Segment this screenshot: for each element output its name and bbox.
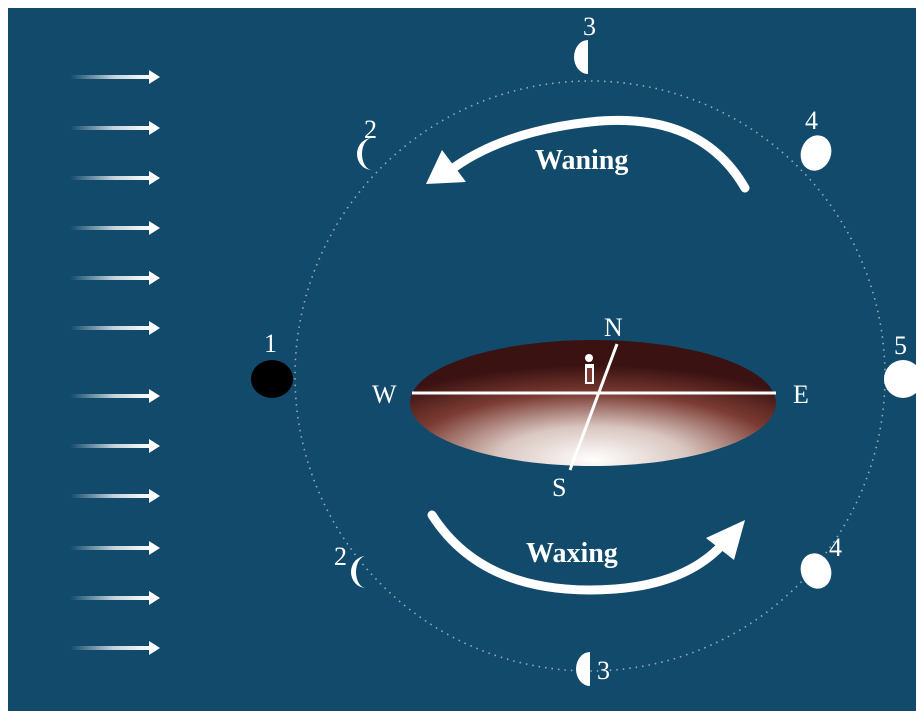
phase-3-bottom-label: 3: [597, 656, 610, 685]
observer-person-icon: [585, 354, 594, 384]
sunlight-arrow-icon: [70, 641, 160, 655]
phase-1-label: 1: [264, 329, 277, 358]
moon-phase-4-bottom-gibbous: [800, 553, 832, 589]
north-label: N: [604, 313, 623, 342]
sunlight-arrow-icon: [70, 221, 160, 235]
phase-4-top-label: 4: [805, 106, 818, 135]
sunlight-arrow-icon: [70, 489, 160, 503]
phase-5-label: 5: [894, 331, 907, 360]
sunlight-arrow-icon: [70, 171, 160, 185]
waning-arrow: [426, 115, 750, 193]
moon-phase-5-full: [884, 360, 916, 398]
sunlight-arrow-icon: [70, 121, 160, 135]
phase-2-top-label: 2: [364, 115, 377, 144]
waxing-arrow: [427, 510, 745, 595]
moon-phase-2-top-crescent: [357, 138, 372, 170]
moon-phase-4-top-gibbous: [800, 135, 832, 171]
phase-4-bottom-label: 4: [829, 533, 842, 562]
sunlight-arrow-icon: [70, 321, 160, 335]
sunlight-arrow-icon: [70, 591, 160, 605]
west-label: W: [372, 380, 397, 409]
north-south-line: [568, 343, 619, 471]
south-label: S: [552, 473, 566, 502]
waning-label: Waning: [535, 145, 628, 176]
moon-phase-3-bottom-quarter: [576, 652, 590, 686]
phase-3-top-label: 3: [583, 12, 596, 41]
sunlight-arrow-icon: [70, 541, 160, 555]
sunlight-arrow-icon: [70, 271, 160, 285]
sunlight-arrow-icon: [70, 70, 160, 84]
east-label: E: [793, 380, 809, 409]
moon-phase-1-new: [251, 360, 293, 398]
moon-phase-3-top-quarter: [574, 40, 588, 74]
sunlight-arrow-icon: [70, 439, 160, 453]
phase-2-bottom-label: 2: [334, 542, 347, 571]
earth-horizon: [410, 340, 776, 471]
waxing-label: Waxing: [526, 538, 618, 569]
sunlight-rays: [70, 70, 160, 655]
sunlight-arrow-icon: [70, 389, 160, 403]
moon-phase-2-bottom-crescent: [351, 556, 366, 588]
